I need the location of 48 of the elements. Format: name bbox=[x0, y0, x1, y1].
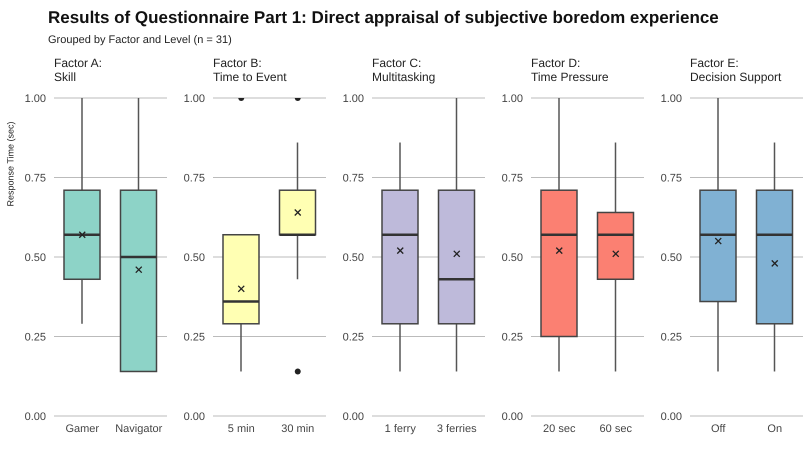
text: Grouped by Factor and Level (n = 31) bbox=[48, 34, 233, 48]
y-tick-label: 0.00 bbox=[184, 410, 205, 423]
text: Results of Questionnaire Part 1: Direct appraisal of subjective boredom experience bbox=[48, 8, 720, 28]
x-tick-label: 1 ferry bbox=[384, 422, 416, 435]
x-tick-label: Navigator bbox=[115, 422, 163, 435]
x-tick-label: 5 min bbox=[228, 422, 255, 435]
chart-subtitle: Multitasking bbox=[372, 70, 436, 84]
y-tick-label: 0.00 bbox=[24, 410, 46, 423]
y-tick-label: 0.00 bbox=[502, 410, 523, 423]
y-tick-label: 0.75 bbox=[502, 172, 523, 184]
y-tick-label: 0.25 bbox=[660, 331, 682, 344]
y-tick-label: 1.00 bbox=[24, 92, 46, 105]
x-tick-label: Off bbox=[711, 422, 726, 435]
chart-subtitle: Decision Support bbox=[690, 70, 782, 84]
y-tick-label: 0.50 bbox=[24, 252, 46, 264]
y-tick-label: 0.75 bbox=[24, 172, 46, 184]
y-tick-label: 0.50 bbox=[342, 252, 364, 264]
chart-title: Factor A: bbox=[54, 56, 104, 70]
chart-title: Factor B: bbox=[213, 56, 263, 70]
y-tick-label: 1.00 bbox=[184, 92, 205, 105]
y-tick-label: 0.00 bbox=[342, 410, 364, 423]
y-tick-label: 0.25 bbox=[24, 331, 46, 344]
x-tick-label: Gamer bbox=[65, 422, 100, 435]
x-tick-label: 60 sec bbox=[600, 422, 632, 435]
y-tick-label: 1.00 bbox=[502, 92, 523, 105]
y-tick-label: 0.25 bbox=[342, 331, 364, 344]
chart-subtitle: Time Pressure bbox=[531, 70, 610, 84]
y-tick-label: 0.00 bbox=[660, 410, 682, 423]
x-tick-label: 20 sec bbox=[543, 422, 576, 435]
x-tick-label: On bbox=[767, 422, 782, 435]
chart-subtitle: Time to Event bbox=[213, 70, 288, 84]
y-axis-title: Response Time (sec) bbox=[6, 121, 16, 207]
y-tick-label: 1.00 bbox=[660, 92, 682, 105]
y-tick-label: 0.75 bbox=[184, 172, 205, 184]
y-tick-label: 0.50 bbox=[184, 252, 205, 264]
x-tick-label: 3 ferries bbox=[436, 422, 478, 435]
chart-title: Factor C: bbox=[372, 56, 422, 70]
y-tick-label: 0.75 bbox=[342, 172, 364, 184]
y-tick-label: 0.50 bbox=[660, 252, 682, 264]
chart-title: Factor E: bbox=[690, 56, 740, 70]
y-tick-label: 0.25 bbox=[184, 331, 205, 344]
y-tick-label: 1.00 bbox=[342, 92, 364, 105]
chart-subtitle: Skill bbox=[54, 70, 78, 84]
x-tick-label: 30 min bbox=[281, 422, 314, 435]
chart-title: Factor D: bbox=[531, 56, 582, 70]
y-tick-label: 0.25 bbox=[502, 331, 523, 344]
y-tick-label: 0.50 bbox=[502, 252, 523, 264]
y-tick-label: 0.75 bbox=[660, 172, 682, 184]
